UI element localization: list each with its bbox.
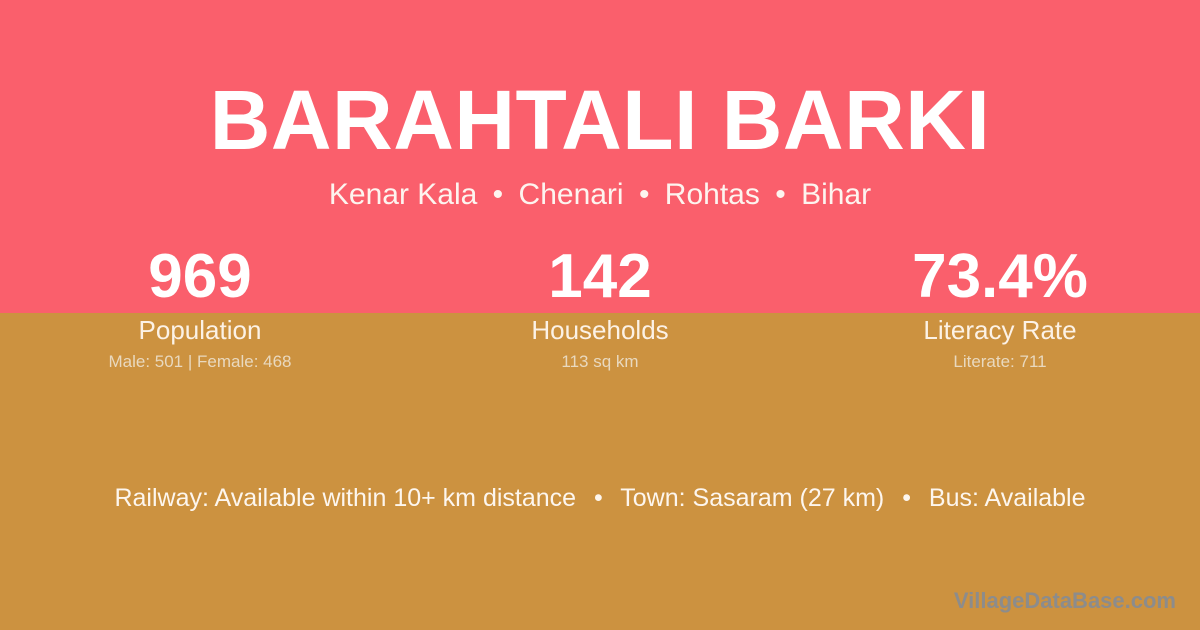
- infra-bus: Bus: Available: [928, 484, 1086, 512]
- stat-sublabel: Literate: 711: [953, 352, 1047, 371]
- stat-population: 969 Population Male: 501 | Female: 468: [0, 243, 400, 372]
- breadcrumb-district: Rohtas: [664, 178, 760, 211]
- stat-value: 142: [548, 242, 652, 311]
- stat-sublabel: 113 sq km: [561, 352, 639, 371]
- breadcrumb-separator-icon: •: [775, 178, 786, 211]
- site-watermark: VillageDataBase.com: [953, 588, 1176, 613]
- stat-value: 969: [148, 242, 252, 311]
- village-title: BARAHTALI BARKI: [209, 73, 991, 167]
- infra-separator-icon: •: [902, 484, 911, 512]
- stat-label: Literacy Rate: [923, 315, 1077, 345]
- infra-railway: Railway: Available within 10+ km distanc…: [114, 484, 577, 512]
- breadcrumb-panchayat: Kenar Kala: [328, 178, 478, 211]
- infra-separator-icon: •: [594, 484, 603, 512]
- card-header: BARAHTALI BARKI Kenar Kala • Chenari • R…: [0, 0, 1200, 210]
- stat-label: Population: [138, 315, 262, 345]
- stat-value: 73.4%: [912, 242, 1088, 311]
- breadcrumb-state: Bihar: [801, 178, 872, 211]
- breadcrumb-separator-icon: •: [638, 178, 650, 211]
- stats-row: 969 Population Male: 501 | Female: 468 1…: [0, 243, 1200, 372]
- breadcrumb-block: Chenari: [518, 178, 624, 211]
- stat-households: 142 Households 113 sq km: [400, 243, 800, 372]
- infra-town: Town: Sasaram (27 km): [620, 484, 885, 512]
- infrastructure-line: Railway: Available within 10+ km distanc…: [0, 483, 1200, 513]
- top-color-band: [0, 0, 1200, 313]
- stat-sublabel: Male: 501 | Female: 468: [108, 352, 292, 371]
- breadcrumb-separator-icon: •: [492, 178, 504, 211]
- location-breadcrumb: Kenar Kala • Chenari • Rohtas • Bihar: [0, 162, 1200, 210]
- stat-label: Households: [531, 315, 669, 345]
- stat-literacy-rate: 73.4% Literacy Rate Literate: 711: [800, 243, 1200, 372]
